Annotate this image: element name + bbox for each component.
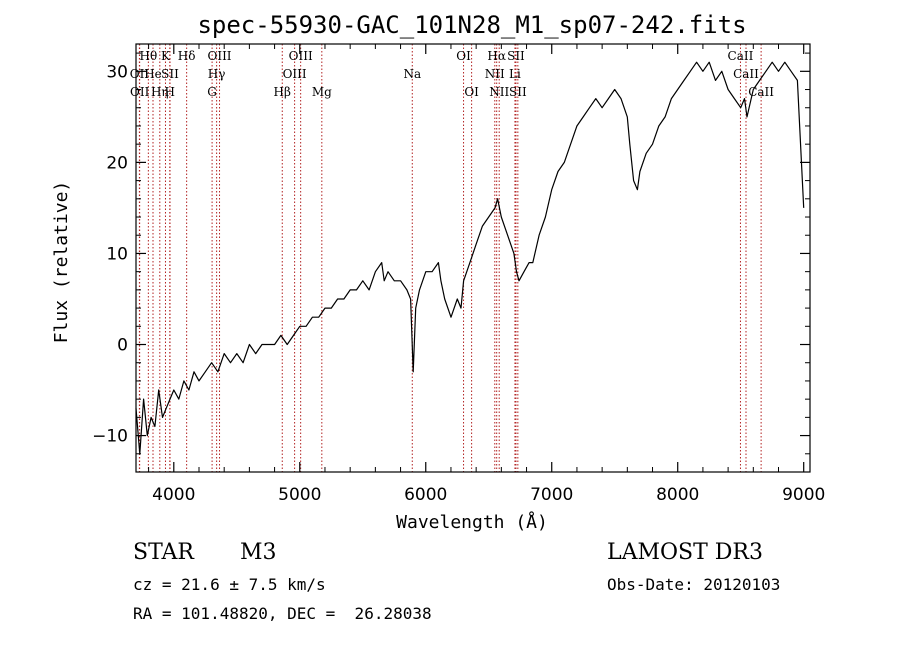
spectral-line-label: Hη: [151, 85, 169, 99]
chart-title: spec-55930-GAC_101N28_M1_sp07-242.fits: [197, 11, 746, 39]
spectral-line-label: Hα: [487, 49, 506, 63]
spectral-line-label: NII: [489, 85, 509, 99]
spectrum-series: [135, 61, 805, 455]
spectral-line-label: SII: [509, 85, 527, 99]
spectral-line-label: H: [165, 85, 175, 99]
spectral-line-label: He: [144, 67, 162, 81]
spectral-line-label: OII: [130, 67, 150, 81]
y-axis-label: Flux (relative): [51, 181, 72, 344]
spectral-line-markers: [138, 44, 762, 472]
x-tick-label: 6000: [404, 485, 447, 505]
spectral-line-label: G: [207, 85, 217, 99]
y-tick-label: 30: [106, 62, 128, 82]
plot-frame: [135, 43, 811, 473]
spectral-line-label: SII: [161, 67, 179, 81]
object-class: STAR: [133, 540, 194, 565]
spectral-line-label: Li: [509, 67, 521, 81]
object-subclass: M3: [240, 540, 277, 565]
x-tick-label: 7000: [530, 485, 573, 505]
x-tick-label: 8000: [656, 485, 699, 505]
spectrum-line: [135, 61, 805, 455]
spectral-line-label: Hδ: [178, 49, 196, 63]
spectral-line-label: CaII: [733, 67, 759, 81]
spectral-line-label: OI: [456, 49, 471, 63]
spectral-line-label: Hγ: [208, 67, 226, 81]
spectral-line-label: SII: [507, 49, 525, 63]
spectral-line-label: Mg: [312, 85, 332, 99]
observation-date: Obs-Date: 20120103: [607, 575, 781, 594]
spectral-line-label: NII: [485, 67, 505, 81]
spectral-line-label: Hθ: [139, 49, 157, 63]
x-tick-label: 9000: [782, 485, 825, 505]
ra-dec-coordinates: RA = 101.48820, DEC = 26.28038: [133, 604, 432, 623]
y-tick-label: −10: [92, 427, 128, 447]
spectral-line-label: Hβ: [274, 85, 291, 99]
y-tick-label: 0: [117, 336, 128, 356]
y-tick-label: 20: [106, 153, 128, 173]
survey-name: LAMOST DR3: [607, 540, 763, 565]
spectral-line-label: OIII: [283, 67, 307, 81]
spectral-line-label: OII: [130, 85, 150, 99]
spectral-line-label: OI: [464, 85, 479, 99]
axes: 4000 5000 6000 7000 8000 9000 −10 0 10 20 30: [92, 43, 825, 505]
spectral-line-label: Na: [403, 67, 421, 81]
spectral-line-label: OIII: [289, 49, 313, 63]
x-axis-label: Wavelength (Å): [396, 511, 548, 533]
spectral-line-label: CaII: [728, 49, 754, 63]
redshift-velocity: cz = 21.6 ± 7.5 km/s: [133, 575, 326, 594]
spectral-line-label: CaII: [748, 85, 774, 99]
y-tick-label: 10: [106, 244, 128, 264]
spectral-line-label: OIII: [207, 49, 231, 63]
x-tick-label: 5000: [278, 485, 321, 505]
spectral-line-label: K: [161, 49, 171, 63]
x-tick-label: 4000: [152, 485, 195, 505]
